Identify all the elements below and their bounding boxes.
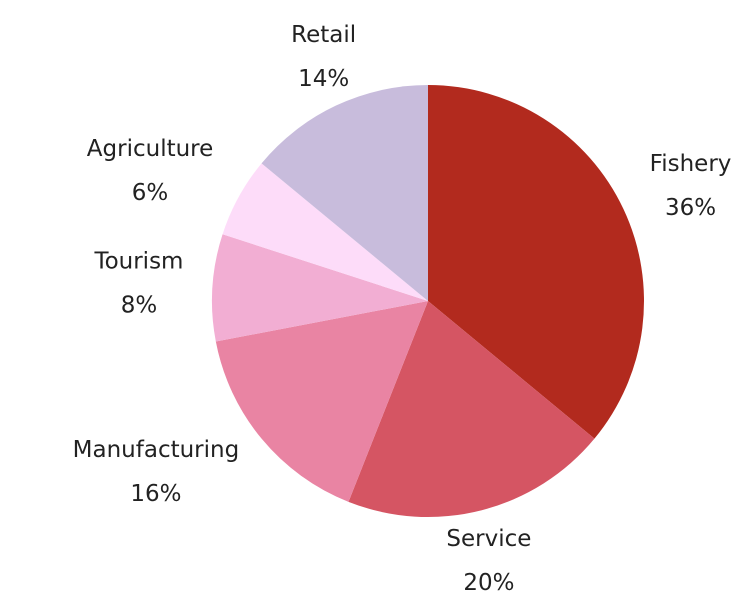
pie-slice bbox=[222, 163, 428, 301]
slice-label: Agriculture bbox=[87, 136, 214, 162]
value-label: 8% bbox=[121, 293, 158, 319]
slice-label: Tourism bbox=[93, 249, 183, 275]
slice-label: Manufacturing bbox=[73, 437, 240, 463]
pie-slice bbox=[261, 85, 428, 301]
pie-slice bbox=[215, 301, 428, 502]
value-label: 16% bbox=[130, 481, 181, 507]
slice-label: Fishery bbox=[650, 151, 732, 177]
pie-slice bbox=[211, 234, 428, 342]
slice-label: Service bbox=[446, 526, 531, 552]
value-label: 20% bbox=[463, 570, 514, 596]
pie-slice bbox=[428, 85, 645, 439]
slice-label: Retail bbox=[291, 22, 356, 48]
value-label: 36% bbox=[665, 195, 716, 221]
value-label: 14% bbox=[298, 66, 349, 92]
value-label: 6% bbox=[132, 180, 169, 206]
pie-slice bbox=[348, 301, 595, 517]
